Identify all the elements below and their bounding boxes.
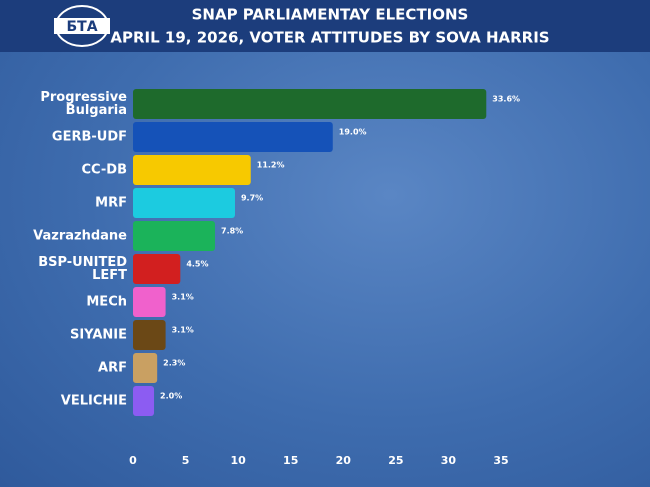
value-label: 2.3% xyxy=(163,359,185,368)
bar xyxy=(133,122,333,152)
x-tick-label: 10 xyxy=(230,454,246,467)
category-label: MECh xyxy=(86,294,127,310)
category-label: Progressive Bulgaria xyxy=(40,90,127,118)
value-label: 3.1% xyxy=(172,326,194,335)
bar xyxy=(133,254,181,284)
x-tick-label: 20 xyxy=(336,454,352,467)
x-tick-label: 25 xyxy=(388,454,403,467)
category-label: BSP-UNITED LEFT xyxy=(38,255,127,283)
value-label: 19.0% xyxy=(339,128,367,137)
logo: БТА xyxy=(66,19,97,35)
value-label: 9.7% xyxy=(241,194,263,203)
category-label: SIYANIE xyxy=(69,327,127,343)
bar xyxy=(133,320,166,350)
logo-band xyxy=(54,18,110,34)
value-label: 3.1% xyxy=(172,293,194,302)
chart-subtitle: APRIL 19, 2026, VOTER ATTITUDES BY SOVA … xyxy=(110,29,549,47)
category-label: VELICHIE xyxy=(60,393,127,409)
category-label: CC-DB xyxy=(81,162,127,178)
bar xyxy=(133,221,216,251)
value-label: 4.5% xyxy=(186,260,208,269)
bar xyxy=(133,287,166,317)
bar xyxy=(133,386,155,416)
category-label: GERB-UDF xyxy=(51,129,127,145)
x-tick-label: 5 xyxy=(182,454,190,467)
value-label: 33.6% xyxy=(492,95,520,104)
category-label: ARF xyxy=(98,360,127,376)
bar xyxy=(133,353,158,383)
value-label: 11.2% xyxy=(257,161,285,170)
bar xyxy=(133,89,487,119)
category-label: MRF xyxy=(95,195,127,211)
chart-title: SNAP PARLIAMENTAY ELECTIONS xyxy=(192,6,469,24)
x-tick-label: 15 xyxy=(283,454,298,467)
value-label: 7.8% xyxy=(221,227,243,236)
bar xyxy=(133,155,251,185)
x-tick-label: 0 xyxy=(129,454,137,467)
x-tick-label: 30 xyxy=(441,454,457,467)
x-tick-label: 35 xyxy=(493,454,508,467)
value-label: 2.0% xyxy=(160,392,182,401)
bar xyxy=(133,188,235,218)
category-label: Vazrazhdane xyxy=(33,228,127,244)
